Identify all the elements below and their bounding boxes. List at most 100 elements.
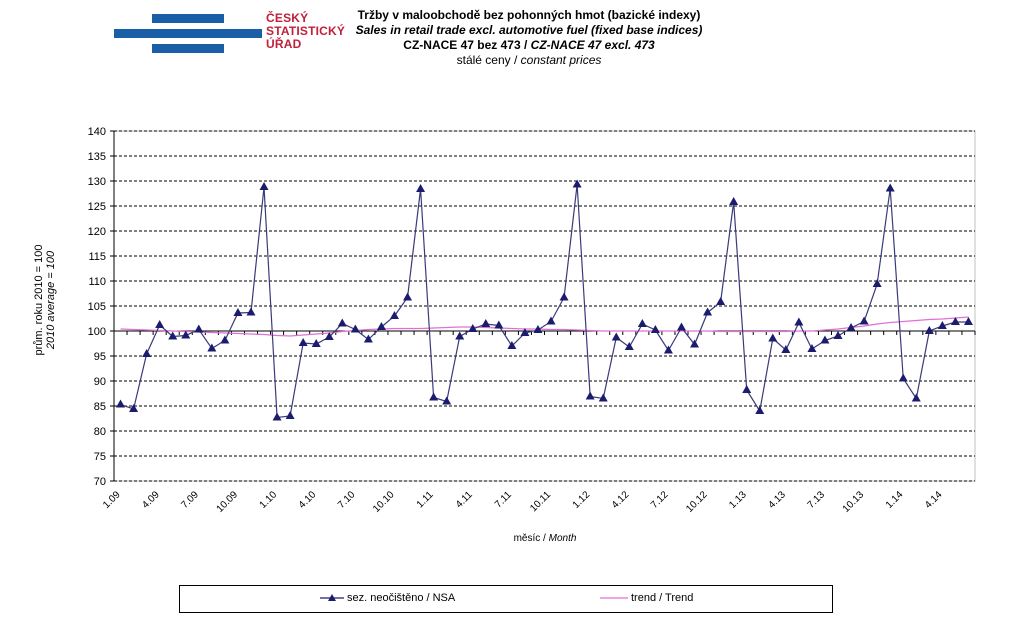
nsa-point [389,311,399,319]
trend-line [120,316,969,337]
nsa-point [820,335,830,344]
nsa-point [481,319,491,327]
x-tick-label: 4.14 [923,489,945,511]
nsa-point [455,331,465,340]
nsa-point [403,292,413,301]
nsa-point [924,326,934,334]
x-tick-label: 7.09 [179,489,201,511]
subtitle-nace: CZ-NACE 47 bez 473 / CZ-NACE 47 excl. 47… [403,38,655,52]
y-tick-label: 75 [94,451,106,463]
nsa-point [233,308,243,316]
nsa-point [507,341,517,349]
legend-marker-trend [600,597,628,599]
title-en: Sales in retail trade excl. automotive f… [355,23,703,37]
nsa-point [794,317,804,326]
nsa-point [220,335,230,344]
nsa-point [742,385,752,393]
nsa-point [624,342,634,350]
nsa-point [116,399,126,408]
nsa-point [937,321,947,329]
x-tick-label: 7.10 [336,489,358,511]
x-axis-title: měsíc / Month [514,533,577,544]
nsa-point [637,319,647,327]
x-tick-label: 4.13 [766,489,788,511]
nsa-point [298,338,308,346]
nsa-point [429,392,439,401]
y-tick-label: 130 [88,176,106,188]
nsa-point [363,334,373,343]
nsa-point [650,325,660,333]
nsa-point [781,345,791,353]
x-tick-label: 10.13 [841,489,867,515]
y-tick-label: 85 [94,401,106,413]
nsa-point [285,411,295,419]
x-tick-label: 7.11 [493,489,514,510]
y-tick-label: 140 [88,126,106,138]
nsa-point [729,197,739,205]
nsa-point [885,183,895,192]
nsa-point [468,324,478,332]
csu-logo: ČESKÝ STATISTICKÝ ÚŘAD [114,12,345,54]
legend-item-nsa: sez. neočištěno / NSA [320,592,455,604]
nsa-point [716,297,726,305]
y-tick-label: 100 [88,326,106,338]
nsa-point [611,332,621,341]
nsa-point [690,339,700,348]
nsa-point [337,318,347,327]
y-tick-label: 110 [88,276,106,288]
nsa-point [168,331,178,340]
nsa-point [350,324,360,333]
title-cz: Tržby v maloobchodě bez pohonných hmot (… [357,8,701,22]
y-tick-label: 135 [88,151,106,163]
nsa-point [585,391,595,400]
nsa-point [520,328,530,336]
x-tick-label: 1.10 [258,489,280,511]
nsa-point [246,307,256,316]
nsa-point [572,179,582,188]
nsa-point [272,412,282,421]
nsa-point [703,307,713,316]
x-tick-label: 1.09 [101,489,123,511]
y-axis-title-cz: prům. roku 2010 = 100 [33,245,45,356]
nsa-line [120,184,969,419]
y-tick-label: 90 [94,376,106,388]
nsa-point [142,349,152,357]
y-tick-label: 115 [88,251,106,263]
nsa-point [911,393,921,402]
nsa-point [950,317,960,325]
nsa-point [898,373,908,382]
nsa-point [207,343,217,352]
nsa-point [859,316,869,325]
x-tick-label: 1.13 [727,489,749,511]
nsa-point [416,184,426,192]
nsa-point [676,322,686,331]
subtitle-prices: stálé ceny / constant prices [456,53,602,67]
nsa-point [259,182,269,190]
nsa-point [768,333,778,342]
y-tick-label: 125 [88,201,106,213]
x-tick-label: 10.11 [528,489,553,514]
nsa-point [181,330,191,339]
nsa-point [376,322,386,330]
nsa-point [833,331,843,339]
nsa-point [559,292,569,301]
nsa-point [598,393,608,402]
x-tick-label: 4.10 [297,489,319,511]
x-tick-label: 10.09 [215,489,241,515]
nsa-point [129,404,139,412]
nsa-point [311,339,321,347]
legend-item-trend: trend / Trend [600,592,693,604]
nsa-point [546,316,556,325]
y-tick-label: 95 [94,351,106,363]
x-tick-label: 1.12 [571,489,593,511]
nsa-point [755,406,765,414]
y-tick-label: 70 [94,476,106,488]
x-tick-label: 1.11 [415,489,436,510]
x-tick-label: 4.12 [610,489,632,511]
legend: sez. neočištěno / NSA trend / Trend [179,585,833,613]
x-tick-label: 1.14 [884,489,906,511]
y-axis-title-en: 2010 average = 100 [45,250,57,350]
nsa-point [494,320,504,329]
nsa-point [194,324,204,333]
